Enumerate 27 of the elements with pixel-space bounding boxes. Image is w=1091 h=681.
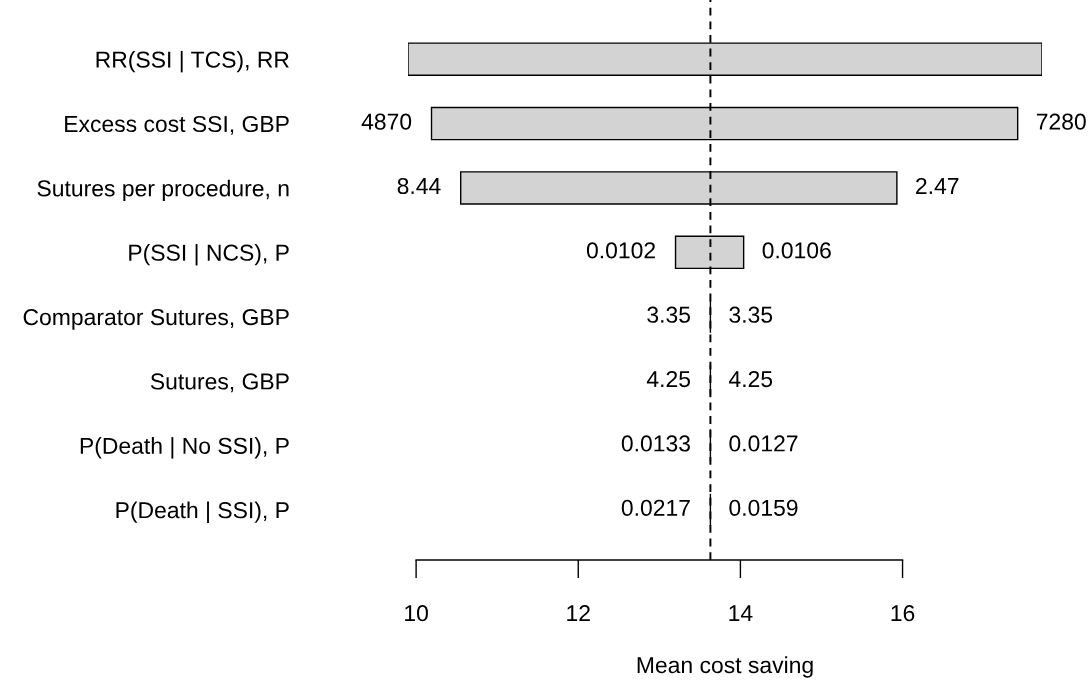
y-tick-label: P(Death | No SSI), P bbox=[80, 437, 289, 459]
y-tick-label: Excess cost SSI, GBP bbox=[65, 115, 289, 135]
annotation: 0.0133 bbox=[621, 435, 690, 452]
y-tick-label: RR(SSI | TCS), RR bbox=[96, 50, 289, 73]
y-tick-label: Sutures per procedure, n bbox=[37, 179, 289, 202]
x-axis-title: Mean cost saving bbox=[637, 656, 813, 678]
annotation: 7280 bbox=[1036, 113, 1086, 130]
x-tick-label: 10 bbox=[405, 605, 428, 622]
y-tick-label: P(SSI | NCS), P bbox=[129, 244, 289, 266]
y-tick-label: Sutures, GBP bbox=[150, 373, 289, 393]
annotation: 3.35 bbox=[729, 306, 773, 323]
x-tick-label: 16 bbox=[891, 605, 915, 622]
annotation: 4.25 bbox=[728, 370, 773, 388]
y-tick-label: Comparator Sutures, GBP bbox=[23, 308, 289, 330]
annotation: 0.0159 bbox=[729, 499, 798, 516]
annotation: 4.25 bbox=[646, 370, 691, 388]
annotation: 4870 bbox=[361, 113, 412, 130]
annotation: 0.0217 bbox=[621, 499, 690, 516]
x-tick-label: 14 bbox=[729, 605, 753, 622]
y-tick-label: P(Death | SSI), P bbox=[116, 501, 289, 523]
annotation: 8.44 bbox=[397, 177, 441, 195]
annotation: 0.0102 bbox=[586, 242, 655, 259]
annotation: 0.0106 bbox=[762, 242, 831, 259]
annotation: 2.47 bbox=[916, 177, 959, 194]
annotation: 3.35 bbox=[647, 306, 691, 323]
x-tick-label: 12 bbox=[567, 605, 590, 622]
annotation: 0.0127 bbox=[729, 435, 798, 452]
